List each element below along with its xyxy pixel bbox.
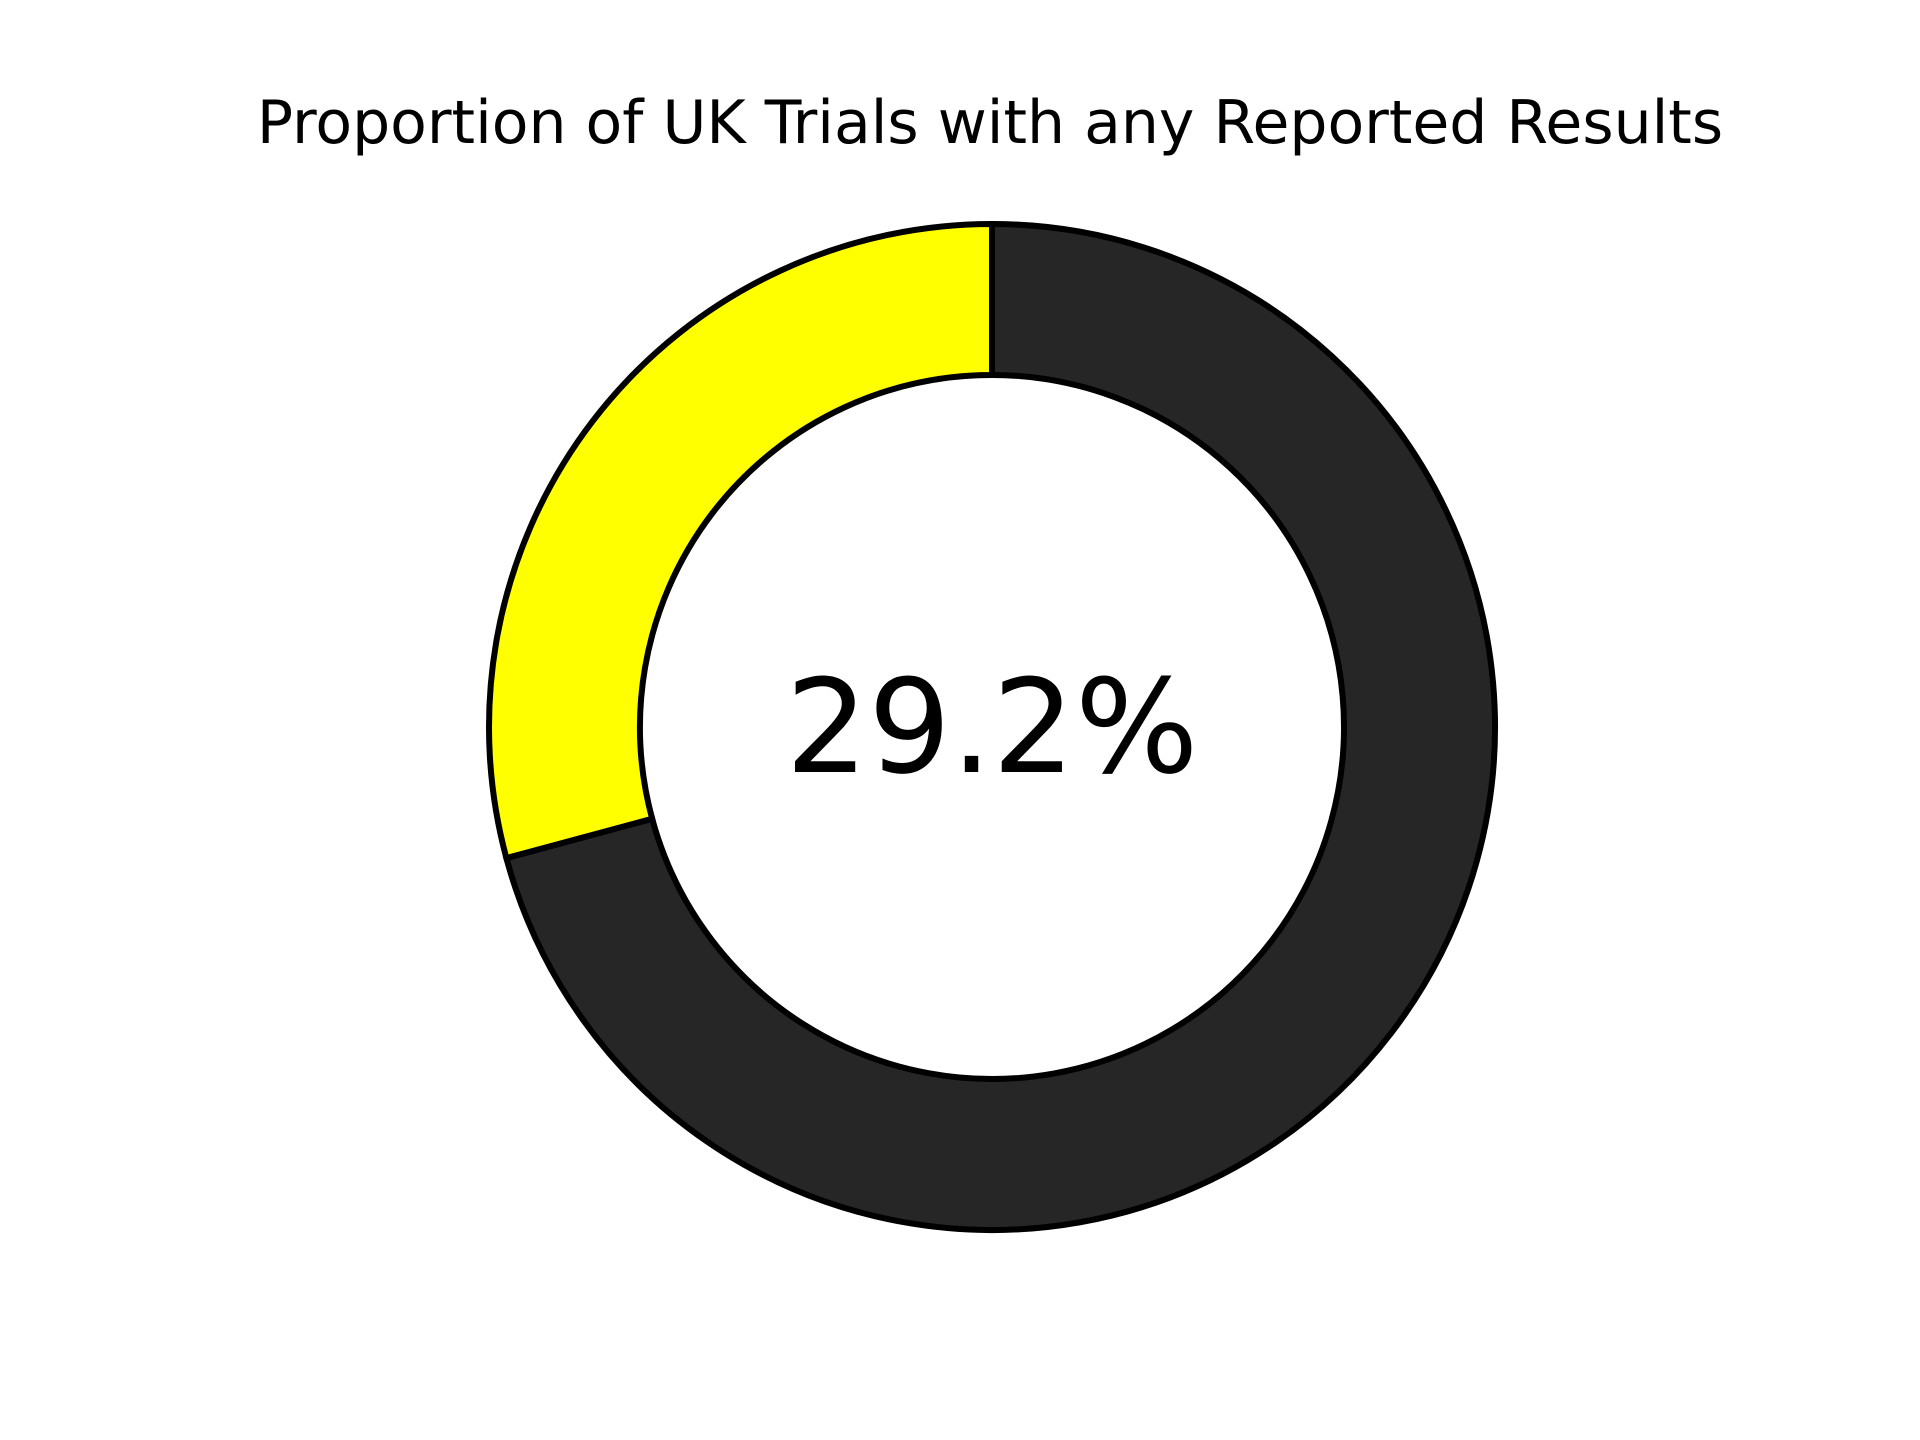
donut-slice-1 (486, 220, 995, 862)
center-percentage-label: 29.2% (786, 651, 1199, 803)
donut-slice-2 (502, 220, 1498, 1233)
chart-title: Proportion of UK Trials with any Reporte… (256, 88, 1724, 158)
donut-slices (486, 220, 1498, 1233)
